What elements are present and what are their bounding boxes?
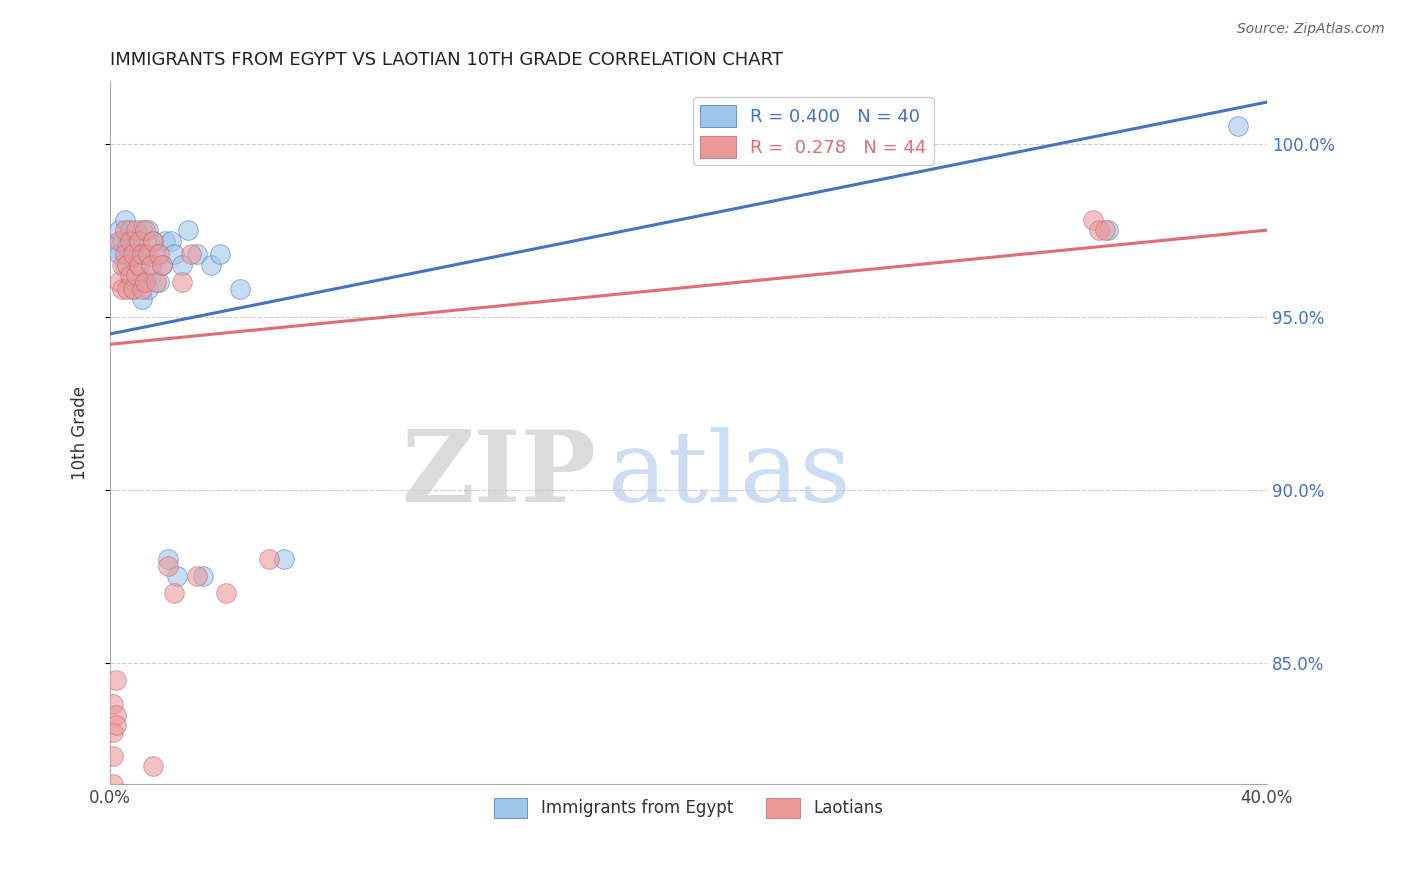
Point — [257, 551, 280, 566]
Point — [142, 234, 165, 248]
Point — [101, 749, 124, 764]
Point — [104, 707, 127, 722]
Point — [139, 258, 162, 272]
Point — [131, 293, 153, 307]
Point — [139, 268, 162, 282]
Y-axis label: 10th Grade: 10th Grade — [72, 385, 89, 480]
Point — [180, 247, 202, 261]
Point — [131, 223, 153, 237]
Point — [150, 258, 173, 272]
Point — [111, 234, 134, 248]
Point — [1226, 120, 1249, 134]
Point — [107, 247, 129, 261]
Point — [120, 268, 142, 282]
Point — [101, 724, 124, 739]
Point — [134, 223, 156, 237]
Point — [163, 586, 186, 600]
Point — [142, 234, 165, 248]
Point — [177, 223, 200, 237]
Point — [153, 234, 176, 248]
Point — [111, 282, 134, 296]
Point — [122, 234, 145, 248]
Point — [131, 282, 153, 296]
Point — [114, 258, 136, 272]
Point — [208, 247, 231, 261]
Point — [122, 282, 145, 296]
Point — [125, 223, 148, 237]
Point — [229, 282, 252, 296]
Point — [107, 223, 129, 237]
Point — [125, 234, 148, 248]
Point — [120, 234, 142, 248]
Point — [128, 247, 150, 261]
Point — [136, 247, 159, 261]
Text: IMMIGRANTS FROM EGYPT VS LAOTIAN 10TH GRADE CORRELATION CHART: IMMIGRANTS FROM EGYPT VS LAOTIAN 10TH GR… — [110, 51, 783, 69]
Point — [156, 558, 179, 573]
Point — [191, 569, 214, 583]
Point — [163, 247, 186, 261]
Point — [117, 258, 139, 272]
Point — [148, 275, 170, 289]
Point — [117, 282, 139, 296]
Point — [186, 247, 208, 261]
Point — [104, 673, 127, 687]
Point — [131, 247, 153, 261]
Text: Source: ZipAtlas.com: Source: ZipAtlas.com — [1237, 22, 1385, 37]
Point — [120, 275, 142, 289]
Point — [1097, 223, 1119, 237]
Point — [145, 247, 167, 261]
Point — [125, 258, 148, 272]
Point — [1083, 212, 1105, 227]
Point — [172, 258, 194, 272]
Point — [150, 258, 173, 272]
Point — [159, 234, 181, 248]
Point — [1088, 223, 1111, 237]
Point — [107, 275, 129, 289]
Point — [101, 240, 124, 254]
Point — [145, 275, 167, 289]
Point — [128, 234, 150, 248]
Point — [134, 275, 156, 289]
Point — [107, 234, 129, 248]
Point — [136, 223, 159, 237]
Point — [148, 247, 170, 261]
Text: ZIP: ZIP — [401, 426, 596, 524]
Point — [134, 247, 156, 261]
Point — [128, 275, 150, 289]
Point — [122, 247, 145, 261]
Point — [111, 258, 134, 272]
Point — [101, 777, 124, 791]
Point — [122, 282, 145, 296]
Point — [200, 258, 222, 272]
Point — [186, 569, 208, 583]
Point — [114, 223, 136, 237]
Point — [166, 569, 188, 583]
Point — [104, 718, 127, 732]
Point — [125, 268, 148, 282]
Point — [114, 247, 136, 261]
Point — [120, 223, 142, 237]
Point — [1094, 223, 1116, 237]
Point — [156, 551, 179, 566]
Point — [142, 759, 165, 773]
Legend: Immigrants from Egypt, Laotians: Immigrants from Egypt, Laotians — [488, 791, 890, 824]
Point — [273, 551, 295, 566]
Point — [215, 586, 238, 600]
Point — [114, 212, 136, 227]
Point — [101, 697, 124, 711]
Point — [128, 258, 150, 272]
Point — [136, 282, 159, 296]
Text: atlas: atlas — [607, 426, 851, 523]
Point — [117, 240, 139, 254]
Point — [172, 275, 194, 289]
